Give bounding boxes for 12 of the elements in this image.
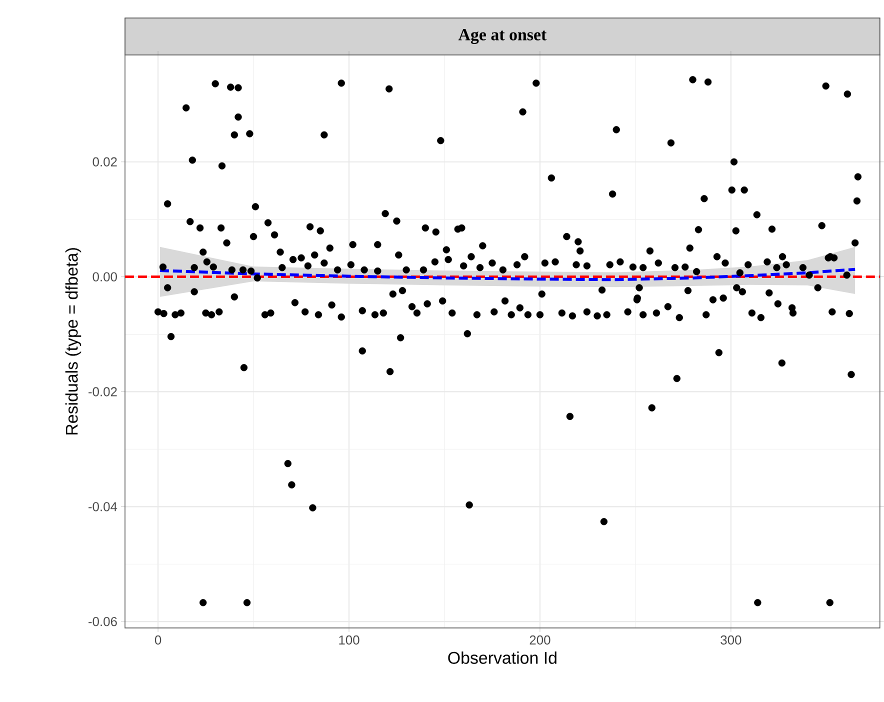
y-tick-label: -0.06 xyxy=(88,617,117,626)
y-tick-label: 0.00 xyxy=(92,272,117,282)
x-axis-title: Observation Id xyxy=(448,651,556,664)
chart-title: Age at onset xyxy=(458,29,547,44)
y-axis-title: Residuals (type = dfbeta) xyxy=(65,248,82,434)
x-tick-label: 200 xyxy=(530,635,550,645)
x-tick-label: 300 xyxy=(720,635,742,645)
y-tick-label: -0.04 xyxy=(88,502,118,512)
x-tick-label: 100 xyxy=(339,635,360,645)
y-tick-label: 0.02 xyxy=(92,157,117,167)
x-tick-label: 0 xyxy=(154,635,162,645)
y-tick-label: -0.02 xyxy=(88,387,117,396)
